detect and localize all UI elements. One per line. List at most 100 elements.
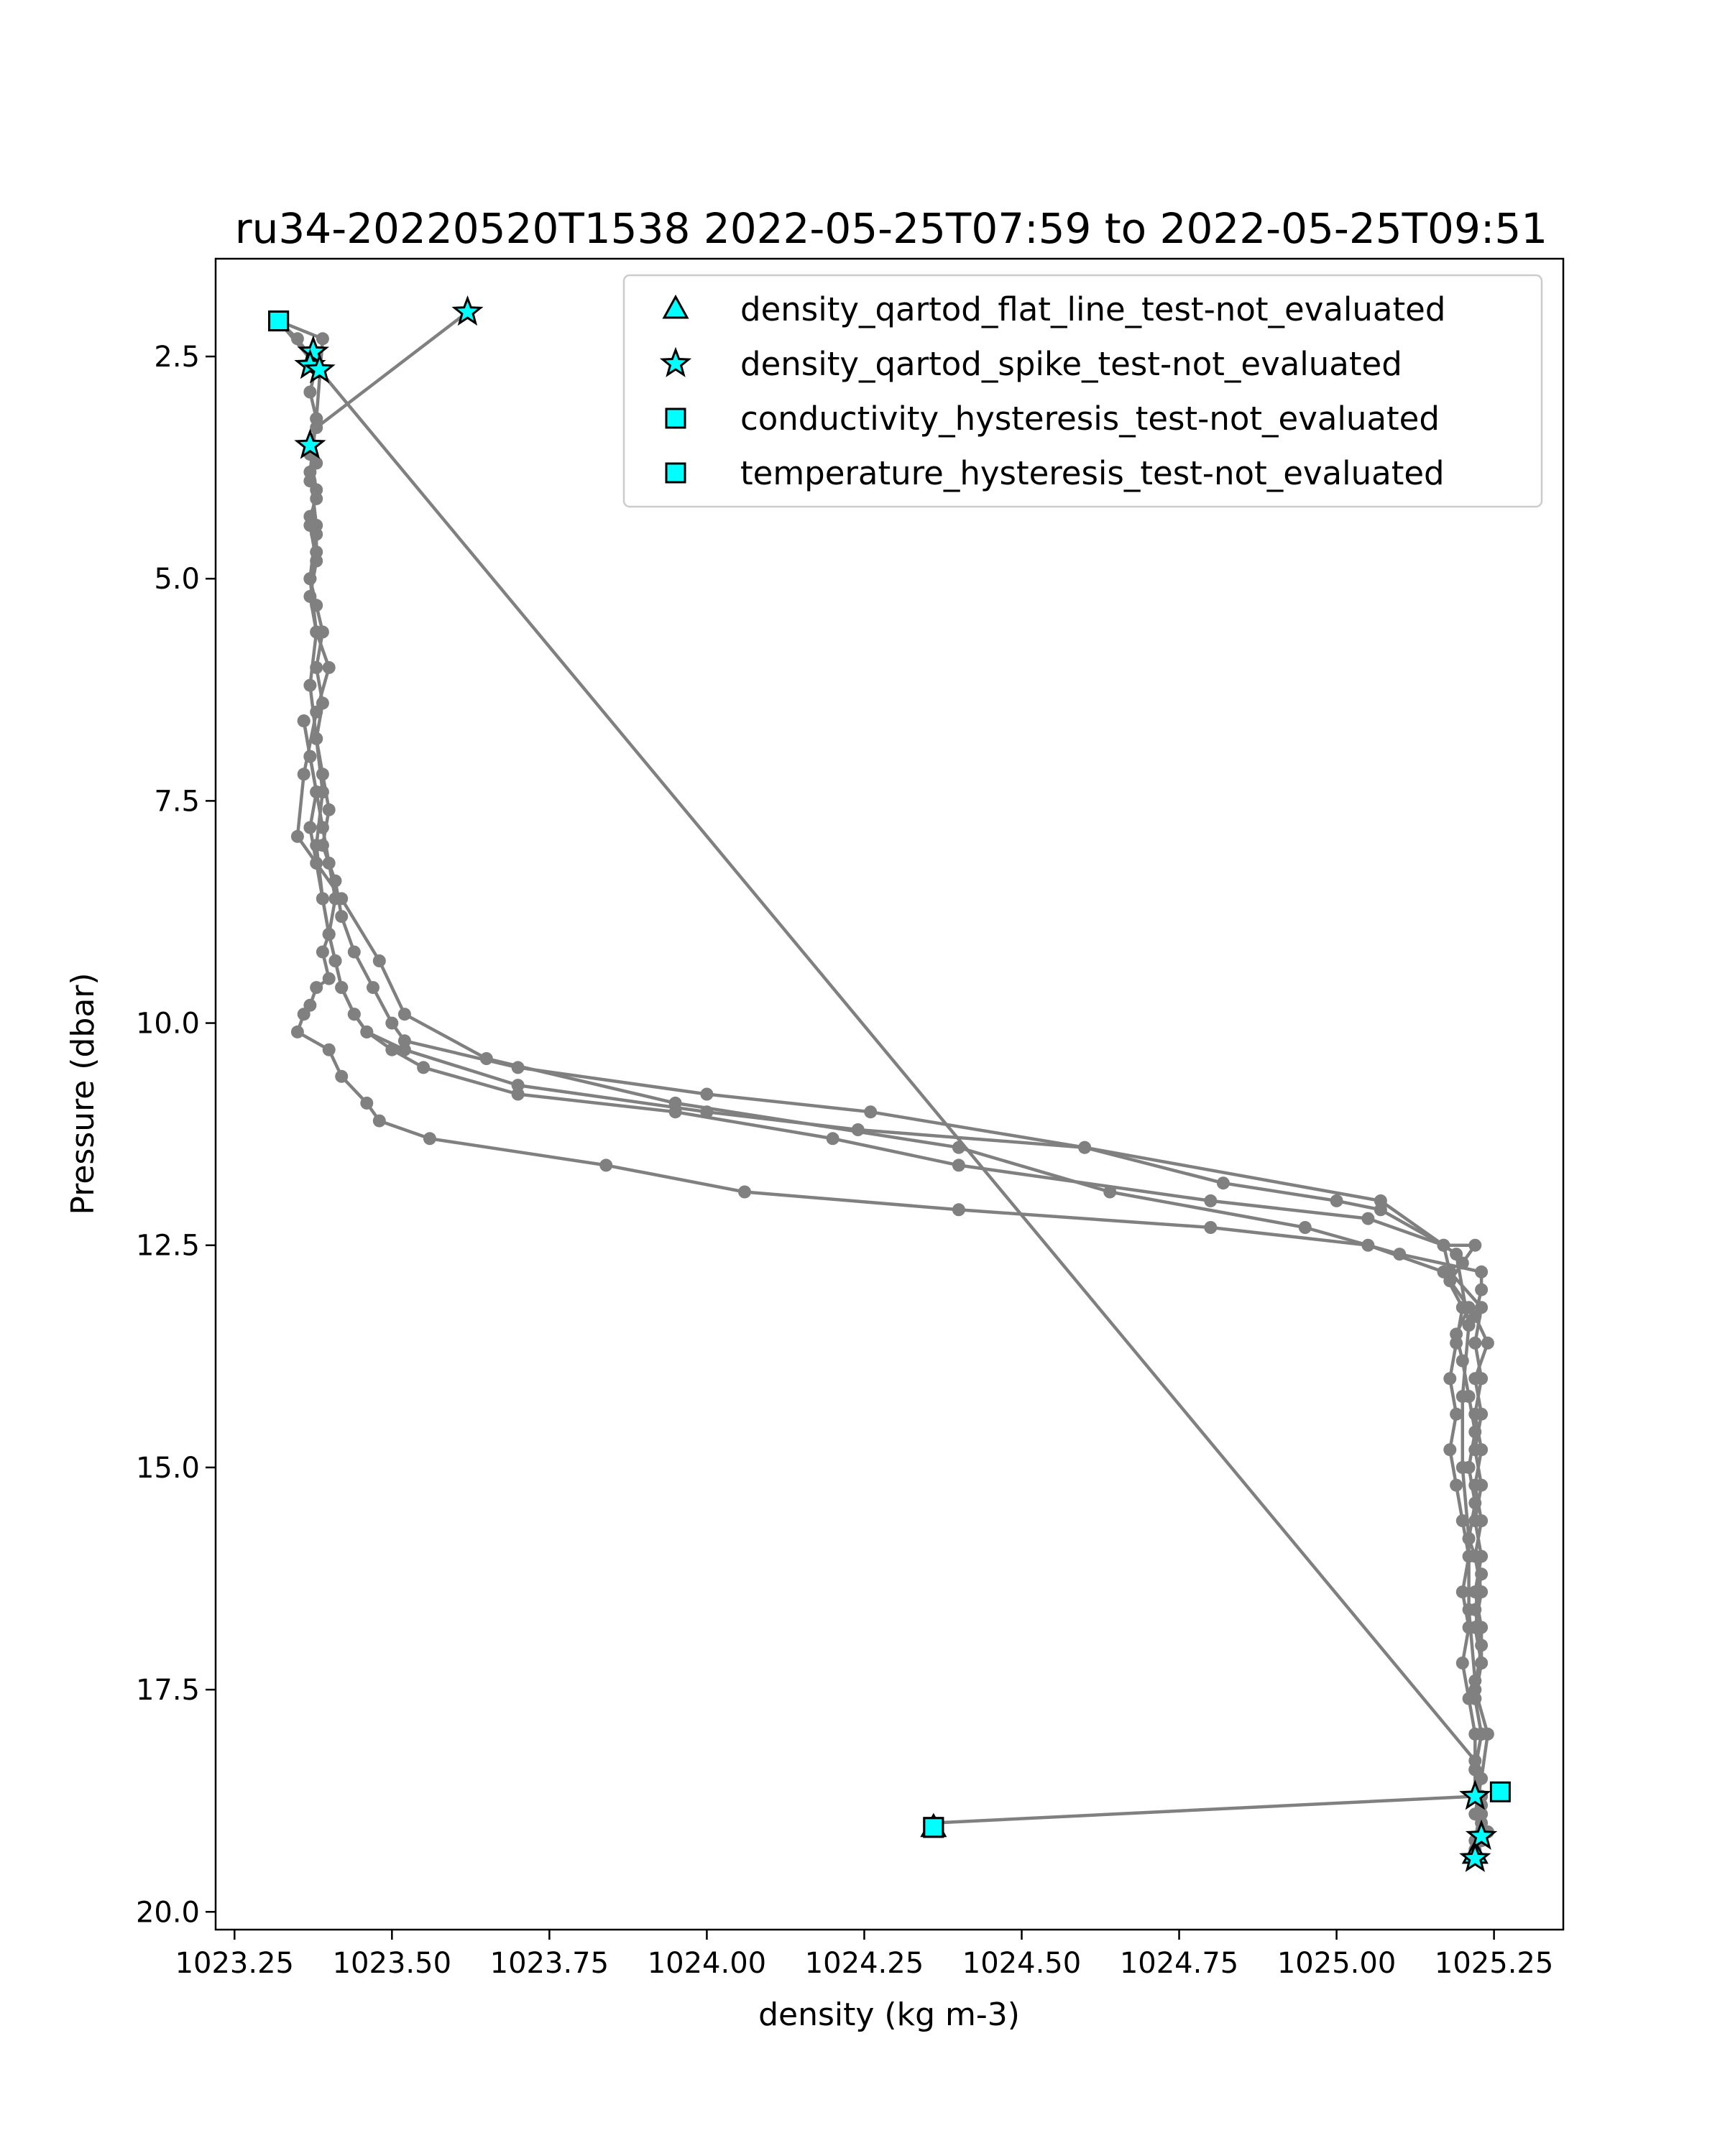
star-marker [1459, 1841, 1491, 1872]
data-point [1475, 1478, 1489, 1492]
data-point [297, 714, 310, 728]
data-point [1437, 1265, 1450, 1279]
data-point [1455, 1390, 1469, 1403]
data-point [1468, 1763, 1482, 1777]
x-axis-label: density (kg m-3) [758, 1996, 1020, 2033]
data-point [851, 1123, 865, 1136]
x-tick-label: 1023.75 [490, 1947, 609, 1980]
legend-square-marker [665, 462, 686, 484]
data-point [316, 892, 329, 906]
data-point [1468, 1372, 1482, 1386]
data-point [360, 1096, 374, 1110]
y-tick-label: 20.0 [136, 1896, 200, 1929]
data-point [511, 1079, 525, 1092]
data-point [864, 1105, 878, 1119]
data-point [1475, 1549, 1489, 1563]
data-point [700, 1087, 714, 1101]
data-point [1204, 1194, 1218, 1207]
star-marker [1459, 1779, 1491, 1810]
series-line-4 [933, 1795, 1484, 1859]
y-axis-label: Pressure (dbar) [65, 972, 101, 1215]
x-tick-label: 1025.00 [1277, 1947, 1396, 1980]
plot-content [268, 295, 1511, 1872]
x-tick-label: 1024.00 [648, 1947, 766, 1980]
data-point [372, 954, 386, 967]
data-point [397, 1008, 411, 1021]
data-point [1475, 1621, 1489, 1634]
data-point [1361, 1212, 1375, 1225]
data-point [826, 1132, 840, 1146]
data-point [310, 625, 323, 639]
data-point [310, 519, 323, 532]
data-point [347, 945, 361, 959]
y-axis: 2.5 5.0 7.5 10.0 12.5 15.0 17.5 20.0 [136, 341, 216, 1929]
data-point [310, 981, 323, 995]
square-marker [923, 1817, 944, 1838]
legend-label: conductivity_hysteresis_test-not_evaluat… [740, 400, 1440, 438]
data-point [1468, 1443, 1482, 1457]
legend-square-marker [665, 407, 686, 429]
x-tick-label: 1025.25 [1435, 1947, 1553, 1980]
data-point [700, 1105, 714, 1119]
data-point [1078, 1141, 1092, 1154]
data-point [310, 839, 323, 852]
legend-star-marker [659, 346, 692, 377]
data-point [738, 1185, 751, 1199]
star-marker [303, 353, 336, 384]
legend-triangle-marker [662, 294, 689, 319]
series-line-7 [277, 320, 1477, 1762]
x-tick-label: 1024.25 [805, 1947, 924, 1980]
data-point [1475, 1283, 1489, 1296]
data-point [1468, 1585, 1482, 1599]
data-point [1443, 1443, 1457, 1457]
data-point [1462, 1319, 1476, 1332]
data-point [1475, 1807, 1489, 1821]
y-tick-label: 15.0 [136, 1452, 200, 1485]
data-point [360, 1025, 374, 1038]
y-tick-label: 17.5 [136, 1674, 200, 1707]
legend: density_qartod_flat_line_test-not_evalua… [622, 274, 1543, 508]
data-point [1468, 1674, 1482, 1687]
data-point [1475, 1727, 1489, 1741]
data-point [952, 1158, 965, 1172]
series-line-3 [295, 720, 1484, 1859]
series-line-6 [277, 319, 1477, 1681]
y-tick-label: 10.0 [136, 1008, 200, 1041]
y-tick-label: 2.5 [154, 341, 200, 374]
data-point [347, 1008, 361, 1021]
data-point [290, 1025, 304, 1038]
data-point [1475, 1265, 1489, 1279]
data-point [372, 1114, 386, 1128]
data-point [1216, 1176, 1230, 1190]
data-point [290, 829, 304, 843]
data-point [303, 385, 317, 399]
data-point [1204, 1221, 1218, 1234]
x-tick-label: 1023.25 [175, 1947, 294, 1980]
x-axis: 1023.25 1023.50 1023.75 1024.00 1024.25 1024.… [175, 1930, 1553, 1980]
data-point [417, 1061, 431, 1074]
data-point [1462, 1531, 1476, 1545]
data-point [310, 732, 323, 745]
data-point [1374, 1203, 1387, 1217]
data-point [1475, 1657, 1489, 1669]
data-point [1103, 1185, 1117, 1199]
data-point [1455, 1585, 1469, 1599]
data-point [1393, 1248, 1407, 1261]
data-point [322, 1043, 336, 1056]
data-point [335, 910, 349, 923]
data-point [397, 1043, 411, 1056]
data-point [1475, 1407, 1489, 1421]
data-point [1455, 1460, 1469, 1474]
data-point [303, 465, 317, 479]
x-tick-label: 1024.50 [962, 1947, 1081, 1980]
data-point [423, 1132, 436, 1146]
series-line-2 [302, 720, 1490, 1815]
data-point [322, 972, 336, 985]
data-point [303, 572, 317, 586]
x-tick-label: 1023.50 [333, 1947, 451, 1980]
data-point [1450, 1336, 1463, 1350]
legend-frame [622, 274, 1543, 508]
data-point [952, 1203, 965, 1217]
data-point [599, 1158, 613, 1172]
data-point [1450, 1407, 1463, 1421]
